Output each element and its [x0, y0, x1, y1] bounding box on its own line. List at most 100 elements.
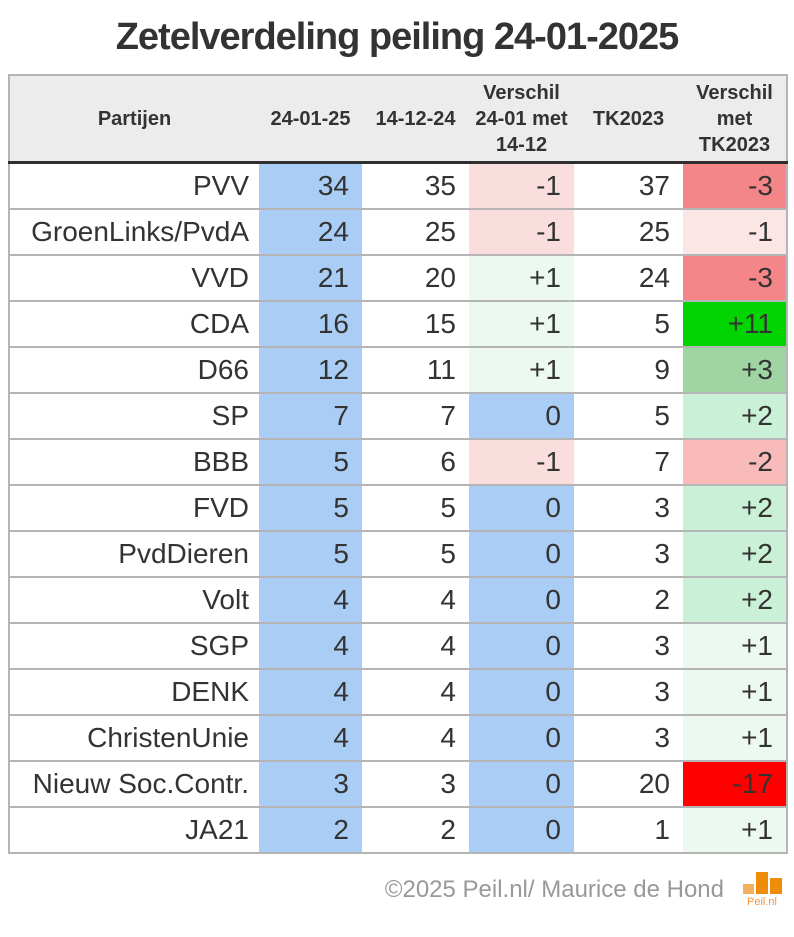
seats-previous: 35 — [362, 162, 469, 210]
seats-previous: 2 — [440, 814, 456, 845]
party-name: SGP — [9, 623, 259, 670]
diff-previous: 0 — [469, 807, 574, 853]
party-name: ChristenUnie — [9, 715, 259, 762]
diff-previous: 0 — [469, 577, 574, 624]
table-row: PVV 34 35 -1 37 -3 — [9, 162, 787, 210]
seats-current: 21 — [259, 255, 362, 302]
seats-tk2023: 3 — [574, 623, 683, 670]
logo-wordmark: Peil.nl — [747, 896, 777, 908]
diff-tk2023: -3 — [683, 162, 787, 210]
seats-tk2023: 3 — [574, 715, 683, 762]
party-name: DENK — [9, 669, 259, 716]
party-name: FVD — [9, 485, 259, 532]
table-header: Partijen 24-01-25 14-12-24 Verschil 24-0… — [9, 75, 787, 164]
diff-tk2023: -2 — [683, 439, 787, 486]
header-14-12-24: 14-12-24 — [362, 75, 469, 164]
header-verschil-14-12: Verschil 24-01 met 14-12 — [469, 75, 574, 164]
diff-previous: +1 — [469, 347, 574, 394]
diff-previous: 0 — [469, 485, 574, 532]
seats-tk2023: 7 — [574, 439, 683, 486]
party-name: Nieuw Soc.Contr. — [9, 761, 259, 808]
table-row: CDA 16 15 +1 5 +11 — [9, 301, 787, 348]
diff-tk2023: +1 — [683, 807, 787, 853]
seats-current: 3 — [259, 761, 362, 808]
seats-previous: 5 — [362, 485, 469, 532]
diff-tk2023: +2 — [683, 393, 787, 440]
table-row: Volt 4 4 0 2 +2 — [9, 577, 787, 624]
seats-tk2023: 25 — [574, 209, 683, 256]
table-row: GroenLinks/PvdA 24 25 -1 25 -1 — [9, 209, 787, 256]
seats-current: 7 — [259, 393, 362, 440]
party-name: GroenLinks/PvdA — [9, 209, 259, 256]
diff-tk2023: +1 — [683, 623, 787, 670]
diff-previous: 0 — [469, 623, 574, 670]
seats-previous: 25 — [362, 209, 469, 256]
table-row: Nieuw Soc.Contr. 3 3 0 20 -17 — [9, 761, 787, 808]
logo-bar-medium — [769, 878, 782, 894]
footer: ©2025 Peil.nl/ Maurice de Hond Peil.nl — [0, 872, 794, 908]
seats-previous: 5 — [362, 531, 469, 578]
seats-tk2023: 5 — [574, 393, 683, 440]
seats-previous: 4 — [362, 715, 469, 762]
seats-current: 2 — [259, 807, 362, 853]
seats-previous: 11 — [362, 347, 469, 394]
seats-current: 5 — [259, 531, 362, 578]
seats-tk2023: 9 — [574, 347, 683, 394]
seats-current: 34 — [259, 162, 362, 210]
seats-current: 5 — [259, 439, 362, 486]
seats-previous: 3 — [362, 761, 469, 808]
seats-current: 12 — [259, 347, 362, 394]
diff-previous: 0 — [469, 715, 574, 762]
seats-previous: 6 — [362, 439, 469, 486]
seats-tk2023: 3 — [574, 485, 683, 532]
diff-tk2023: -17 — [683, 761, 787, 808]
party-name: PvdDieren — [9, 531, 259, 578]
table-row: SGP 4 4 0 3 +1 — [9, 623, 787, 670]
seats-tk2023: 1 — [654, 814, 670, 845]
table-row: ChristenUnie 4 4 0 3 +1 — [9, 715, 787, 762]
table-row: VVD 21 20 +1 24 -3 — [9, 255, 787, 302]
seats-previous: 4 — [362, 669, 469, 716]
diff-previous: -1 — [469, 439, 574, 486]
party-name: JA21 — [185, 814, 249, 845]
seats-previous: 20 — [362, 255, 469, 302]
party-name: SP — [9, 393, 259, 440]
header-24-01-25: 24-01-25 — [259, 75, 362, 164]
party-name: CDA — [9, 301, 259, 348]
party-name: Volt — [9, 577, 259, 624]
poll-table: Partijen 24-01-25 14-12-24 Verschil 24-0… — [8, 74, 788, 854]
table-row: FVD 5 5 0 3 +2 — [9, 485, 787, 532]
seats-tk2023: 24 — [574, 255, 683, 302]
seats-tk2023: 37 — [574, 162, 683, 210]
table-row: SP 7 7 0 5 +2 — [9, 393, 787, 440]
seats-tk2023: 20 — [574, 761, 683, 808]
page-title: Zetelverdeling peiling 24-01-2025 — [115, 16, 680, 58]
diff-tk2023: +11 — [683, 301, 787, 348]
diff-previous: 0 — [469, 761, 574, 808]
seats-current: 4 — [259, 715, 362, 762]
seats-previous: 4 — [362, 623, 469, 670]
diff-tk2023: +1 — [683, 669, 787, 716]
table-row: PvdDieren 5 5 0 3 +2 — [9, 531, 787, 578]
table-row: D66 12 11 +1 9 +3 — [9, 347, 787, 394]
header-tk2023: TK2023 — [574, 75, 683, 164]
diff-previous: 0 — [469, 669, 574, 716]
copyright-text: ©2025 Peil.nl/ Maurice de Hond — [384, 876, 724, 903]
seats-current: 4 — [259, 623, 362, 670]
seats-tk2023: 5 — [574, 301, 683, 348]
seats-current: 5 — [259, 485, 362, 532]
diff-tk2023: +3 — [683, 347, 787, 394]
bar-chart-icon — [742, 872, 782, 894]
diff-previous: 0 — [469, 531, 574, 578]
party-name: D66 — [9, 347, 259, 394]
seats-current: 16 — [259, 301, 362, 348]
diff-tk2023: -1 — [683, 209, 787, 256]
table-row: BBB 5 6 -1 7 -2 — [9, 439, 787, 486]
diff-previous: +1 — [469, 255, 574, 302]
diff-tk2023: +2 — [683, 577, 787, 624]
seats-tk2023: 3 — [574, 669, 683, 716]
seats-previous: 15 — [362, 301, 469, 348]
seats-tk2023: 2 — [574, 577, 683, 624]
party-name: PVV — [9, 162, 259, 210]
diff-previous: -1 — [469, 162, 574, 210]
